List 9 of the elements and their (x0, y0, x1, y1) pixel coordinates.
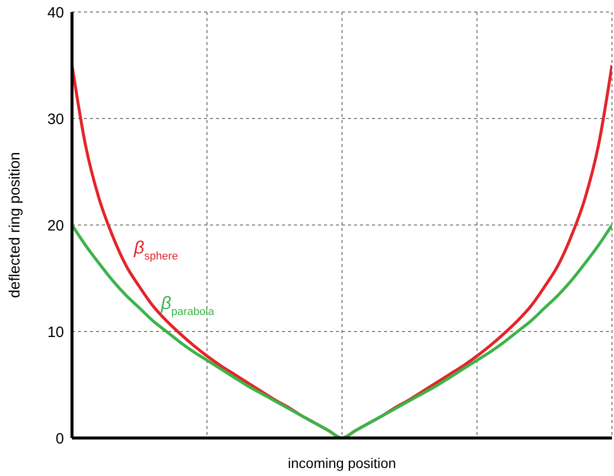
y-tick-label: 30 (47, 110, 64, 128)
y-tick-label: 0 (56, 430, 64, 448)
y-tick-label: 10 (47, 324, 64, 341)
y-tick-label: 20 (47, 217, 64, 234)
series-label: β$_{sphere}$ (133, 237, 178, 262)
y-tick-label: 40 (47, 4, 64, 22)
y-axis-title: deflected ring position (6, 152, 24, 298)
series-label: β$_{parabola}$ (160, 292, 215, 318)
x-axis-title: incoming position (288, 455, 396, 471)
